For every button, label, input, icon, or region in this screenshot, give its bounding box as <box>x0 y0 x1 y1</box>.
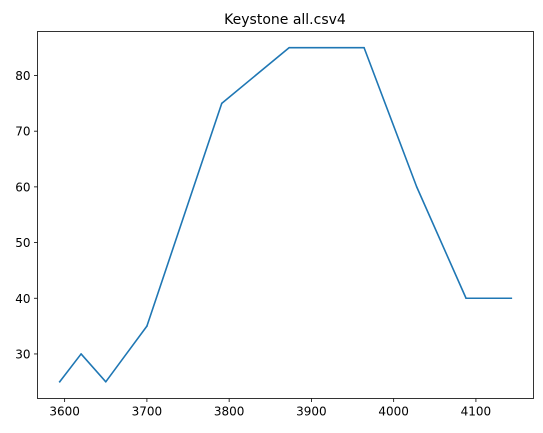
y-tick-label: 40 <box>15 292 30 306</box>
data-point <box>288 47 290 49</box>
data-point <box>146 325 148 327</box>
data-point <box>363 47 365 49</box>
chart-title: Keystone all.csv4 <box>224 12 346 28</box>
y-tick-label: 30 <box>15 347 30 361</box>
data-point <box>416 186 418 188</box>
x-tick-label: 4100 <box>461 405 492 419</box>
data-point <box>465 297 467 299</box>
x-tick-label: 3800 <box>214 405 245 419</box>
data-point <box>105 381 107 383</box>
y-tick-label: 60 <box>15 180 30 194</box>
y-tick-label: 80 <box>15 69 30 83</box>
x-tick-label: 3600 <box>49 405 80 419</box>
data-point <box>510 297 512 299</box>
x-tick-label: 3900 <box>296 405 327 419</box>
y-tick-label: 50 <box>15 236 30 250</box>
data-point <box>221 103 223 105</box>
x-tick-label: 3700 <box>132 405 163 419</box>
series-line <box>60 48 512 382</box>
y-tick-label: 70 <box>15 125 30 139</box>
x-tick-label: 4000 <box>378 405 409 419</box>
data-point <box>80 353 82 355</box>
plot-frame <box>38 32 534 399</box>
data-point <box>59 381 61 383</box>
